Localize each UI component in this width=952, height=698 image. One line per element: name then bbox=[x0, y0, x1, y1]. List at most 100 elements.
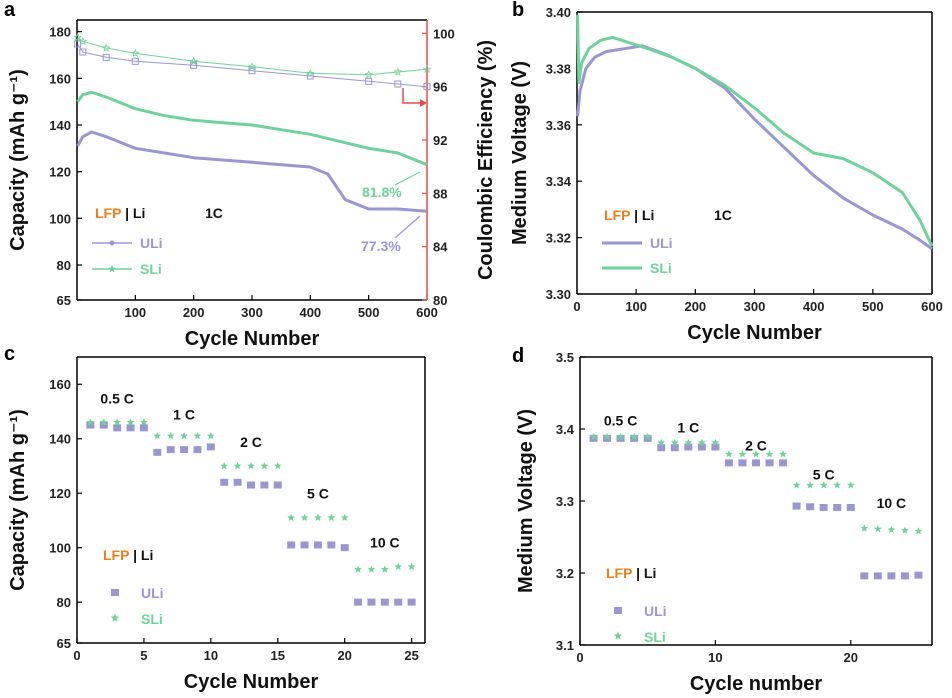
ce-line-uli bbox=[77, 43, 428, 88]
rate-point-uli bbox=[765, 459, 774, 467]
ce-point-sli bbox=[364, 70, 373, 79]
rate-point-uli bbox=[327, 541, 336, 549]
rate-point-uli bbox=[407, 598, 416, 606]
y-tick-label: 120 bbox=[49, 165, 71, 180]
ce-point-sli bbox=[130, 48, 140, 58]
rate-point-sli bbox=[833, 481, 841, 489]
rate-point-uli bbox=[233, 478, 242, 486]
legend-marker-uli bbox=[109, 240, 115, 246]
rate-point-sli bbox=[860, 524, 869, 532]
y-tick-label: 3.1 bbox=[556, 638, 574, 653]
rate-point-uli bbox=[247, 481, 255, 489]
panel-letter: d bbox=[512, 345, 524, 367]
rate-point-uli bbox=[313, 541, 322, 549]
x-axis-title: Cycle Number bbox=[687, 322, 822, 344]
y-axis-title: Capacity (mAh g⁻¹) bbox=[7, 409, 29, 591]
rate-point-uli bbox=[873, 572, 882, 580]
ce-point-uli bbox=[365, 77, 373, 85]
x-axis-title: Cycle Number bbox=[185, 328, 320, 350]
ce-point-uli bbox=[131, 57, 139, 65]
rate-point-sli bbox=[153, 432, 162, 440]
rate-point-sli bbox=[847, 481, 855, 489]
rate-point-sli bbox=[394, 562, 402, 570]
rate-point-uli bbox=[193, 446, 202, 454]
panel-letter: b bbox=[512, 0, 524, 21]
rate-point-uli bbox=[166, 446, 175, 454]
rate-point-uli bbox=[670, 444, 679, 452]
rate-point-uli bbox=[126, 424, 135, 432]
rate-point-uli bbox=[220, 478, 229, 486]
ce-point-uli bbox=[190, 61, 198, 69]
rate-point-sli bbox=[684, 438, 693, 446]
ce-point-sli bbox=[305, 68, 315, 78]
x-tick-label: 300 bbox=[241, 305, 263, 320]
ce-point-sli bbox=[101, 43, 111, 52]
x-tick-label: 0 bbox=[73, 648, 80, 663]
ce-point-uli bbox=[79, 48, 87, 56]
cell-label: LFP | Li bbox=[103, 547, 153, 563]
rate-point-sli bbox=[314, 513, 322, 521]
legend-marker-sli bbox=[613, 631, 623, 640]
legend-marker-sli bbox=[110, 613, 120, 622]
y-tick-label: 120 bbox=[49, 486, 71, 501]
rate-point-uli bbox=[860, 572, 869, 580]
y-tick-label: 3.34 bbox=[546, 174, 572, 189]
x-axis-title: Cycle number bbox=[690, 673, 822, 695]
x-tick-label: 500 bbox=[358, 305, 380, 320]
rate-point-sli bbox=[247, 462, 255, 470]
rate-group-label: 1 C bbox=[173, 407, 195, 423]
x-axis-title: Cycle Number bbox=[184, 671, 319, 693]
y-tick-label: 100 bbox=[49, 211, 71, 226]
legend-marker-uli bbox=[614, 607, 622, 614]
rate-point-sli bbox=[260, 462, 269, 470]
rate-point-uli bbox=[113, 424, 122, 432]
ce-axis-arrowhead bbox=[420, 99, 427, 107]
rate-point-sli bbox=[711, 438, 720, 446]
y-tick-label: 160 bbox=[49, 377, 71, 392]
ce-axis-arrow bbox=[402, 88, 420, 104]
legend-marker-uli bbox=[111, 589, 119, 596]
x-tick-label: 20 bbox=[844, 650, 858, 665]
rate-point-sli bbox=[630, 432, 638, 441]
rate-point-sli bbox=[738, 450, 747, 458]
rate-point-sli bbox=[86, 418, 95, 426]
rate-point-uli bbox=[273, 481, 282, 489]
ce-point-sli bbox=[78, 36, 88, 46]
x-tick-label: 0 bbox=[573, 299, 580, 314]
rate-point-uli bbox=[340, 544, 349, 552]
rate-point-uli bbox=[914, 571, 923, 579]
ce-point-uli bbox=[248, 67, 256, 75]
y2-tick-label: 88 bbox=[433, 186, 447, 201]
ce-line-sli bbox=[77, 36, 428, 76]
rate-point-sli bbox=[274, 462, 282, 470]
y-tick-label: 160 bbox=[49, 71, 71, 86]
cell-label: LFP | Li bbox=[604, 207, 654, 223]
y-tick-label: 100 bbox=[49, 541, 71, 556]
x-tick-label: 500 bbox=[862, 299, 884, 314]
x-tick-label: 200 bbox=[684, 299, 706, 314]
ce-point-uli bbox=[394, 80, 402, 88]
x-tick-label: 25 bbox=[404, 648, 418, 663]
rate-point-sli bbox=[126, 418, 135, 426]
cell-label-li: | Li bbox=[121, 205, 145, 221]
y-axis-title: Medium Voltage (V) bbox=[515, 409, 537, 593]
rate-point-sli bbox=[140, 418, 148, 426]
rate-point-sli bbox=[100, 418, 108, 426]
rate-point-sli bbox=[180, 432, 188, 440]
rate-point-uli bbox=[900, 572, 909, 580]
rate-point-uli bbox=[684, 443, 693, 451]
capacity-line-uli bbox=[76, 130, 428, 213]
rate-point-uli bbox=[819, 503, 828, 511]
rate-point-sli bbox=[779, 450, 787, 458]
rate-point-sli bbox=[914, 527, 923, 535]
rate-point-uli bbox=[260, 481, 269, 489]
y-tick-label: 65 bbox=[57, 636, 71, 651]
rate-point-sli bbox=[287, 513, 295, 521]
y-axis-title: Capacity (mAh g⁻¹) bbox=[7, 69, 29, 251]
rate-point-sli bbox=[367, 565, 376, 573]
capacity-line-sli bbox=[76, 90, 428, 167]
rate-group-label: 2 C bbox=[240, 434, 262, 450]
rate-group-label: 1 C bbox=[677, 420, 699, 436]
rate-point-uli bbox=[657, 444, 666, 452]
y-tick-label: 3.40 bbox=[546, 5, 571, 20]
